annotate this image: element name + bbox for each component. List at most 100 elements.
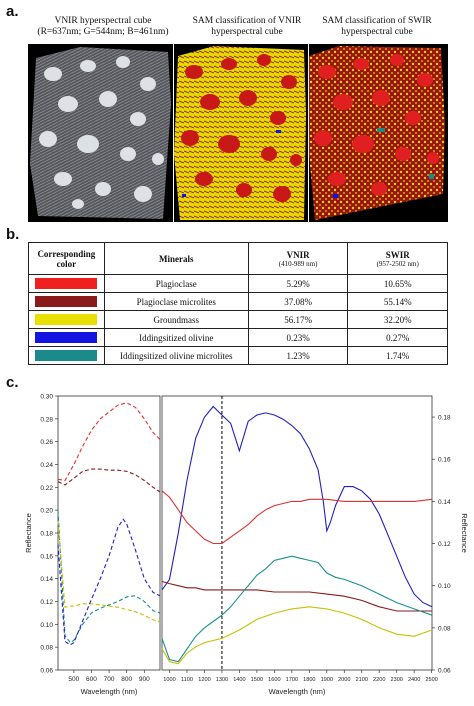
header-vnir-label: VNIR bbox=[286, 249, 310, 260]
swir-cell: 1.74% bbox=[347, 346, 448, 365]
vnir-cube-title-line1: VNIR hyperspectral cube bbox=[54, 16, 152, 26]
spectrum-line bbox=[161, 580, 432, 612]
header-minerals: Minerals bbox=[103, 242, 249, 275]
sam-swir-title-line1: SAM classification of SWIR bbox=[322, 16, 432, 26]
x-tick-label: 1000 bbox=[163, 677, 175, 683]
x-tick-label: 1800 bbox=[303, 677, 315, 683]
spectrum-line bbox=[161, 555, 433, 663]
y-tick-label: 0.14 bbox=[438, 499, 451, 506]
y-tick-label: 0.08 bbox=[40, 645, 53, 652]
y-tick-label: 0.10 bbox=[438, 583, 451, 590]
x-tick-label: 1500 bbox=[251, 677, 263, 683]
x-tick-label: 2500 bbox=[425, 677, 437, 683]
table-row: Plagioclase microlites 37.08% 55.14% bbox=[28, 292, 448, 311]
color-swatch bbox=[35, 350, 98, 362]
color-cell bbox=[28, 310, 105, 329]
y-axis-label: Reflectance bbox=[24, 513, 33, 553]
spectrum-line bbox=[57, 510, 161, 644]
vnir-cell: 56.17% bbox=[247, 310, 349, 329]
sam-vnir-title-line2: hyperspectral cube bbox=[211, 27, 283, 37]
swir-cell: 10.65% bbox=[347, 274, 448, 293]
header-swir: SWIR (957-2502 nm) bbox=[347, 242, 448, 275]
sam-vnir-image bbox=[174, 44, 308, 222]
y-tick-label: 0.18 bbox=[40, 531, 53, 538]
y-tick-label: 0.12 bbox=[438, 541, 451, 548]
header-color: Corresponding color bbox=[28, 242, 105, 275]
y-tick-label: 0.20 bbox=[40, 508, 53, 515]
x-axis-label: Wavelength (nm) bbox=[269, 687, 326, 696]
spectrum-line bbox=[57, 402, 161, 482]
spectrum-line bbox=[161, 405, 433, 608]
panel-c-letter: c. bbox=[6, 374, 19, 391]
table-row: Groundmass 56.17% 32.20% bbox=[28, 310, 448, 329]
vnir-cell: 5.29% bbox=[247, 274, 349, 293]
y-tick-label: 0.28 bbox=[40, 416, 53, 423]
y-tick-label: 0.08 bbox=[438, 625, 451, 632]
x-tick-label: 2400 bbox=[408, 677, 420, 683]
x-tick-label: 2300 bbox=[390, 677, 402, 683]
y-tick-label: 0.06 bbox=[40, 668, 53, 675]
x-tick-label: 500 bbox=[68, 676, 79, 683]
swir-plot-frame bbox=[161, 395, 433, 671]
table-row: Iddingsitized olivine microlites 1.23% 1.7… bbox=[28, 346, 448, 365]
table-row: Plagioclase 5.29% 10.65% bbox=[28, 274, 448, 293]
y-axis-label: Reflectance bbox=[460, 513, 469, 553]
sam-vnir-title-line1: SAM classification of VNIR bbox=[192, 16, 302, 26]
panel-a-letter: a. bbox=[6, 3, 19, 20]
x-tick-label: 1700 bbox=[286, 677, 298, 683]
y-tick-label: 0.10 bbox=[40, 622, 53, 629]
mineral-abundance-table: Corresponding color Minerals VNIR (410-9… bbox=[28, 242, 448, 365]
sam-vnir-title: SAM classification of VNIR hyperspectral… bbox=[176, 16, 318, 38]
swir-cell: 32.20% bbox=[347, 310, 448, 329]
color-cell bbox=[28, 274, 105, 293]
x-tick-label: 1400 bbox=[233, 677, 245, 683]
table-row: Iddingsitized olivine 0.23% 0.27% bbox=[28, 328, 448, 347]
color-swatch bbox=[35, 296, 98, 308]
spectrum-line bbox=[161, 606, 433, 665]
table-header-row: Corresponding color Minerals VNIR (410-9… bbox=[28, 242, 448, 275]
vnir-cube-title-line2: (R=637nm; G=544nm; B=461nm) bbox=[37, 27, 169, 37]
swir-cell: 0.27% bbox=[347, 328, 448, 347]
x-tick-label: 1200 bbox=[198, 677, 210, 683]
x-tick-label: 1900 bbox=[321, 677, 333, 683]
x-tick-label: 1300 bbox=[216, 677, 228, 683]
mineral-cell: Groundmass bbox=[103, 310, 249, 329]
y-tick-label: 0.24 bbox=[40, 462, 53, 469]
header-vnir-range: (410-989 nm) bbox=[278, 259, 318, 268]
color-swatch bbox=[35, 314, 98, 326]
y-tick-label: 0.14 bbox=[40, 576, 53, 583]
x-tick-label: 600 bbox=[86, 676, 97, 683]
y-tick-label: 0.18 bbox=[438, 415, 451, 422]
y-tick-label: 0.22 bbox=[40, 485, 53, 492]
sam-swir-picture bbox=[309, 46, 445, 220]
sam-swir-title: SAM classification of SWIR hyperspectral… bbox=[306, 16, 448, 38]
y-tick-label: 0.26 bbox=[40, 439, 53, 446]
x-tick-label: 2000 bbox=[338, 677, 350, 683]
y-tick-label: 0.16 bbox=[438, 457, 451, 464]
mineral-cell: Plagioclase microlites bbox=[103, 292, 249, 311]
x-tick-label: 800 bbox=[121, 676, 132, 683]
x-tick-label: 2100 bbox=[356, 677, 368, 683]
mineral-cell: Plagioclase bbox=[103, 274, 249, 293]
y-tick-label: 0.16 bbox=[40, 553, 53, 560]
color-swatch bbox=[35, 332, 98, 344]
header-swir-label: SWIR bbox=[385, 249, 410, 260]
panel-b-letter: b. bbox=[6, 226, 20, 243]
color-cell bbox=[28, 292, 105, 311]
reflectance-spectra-chart: 500 600 700 800 900 0.06 0.08 0.10 0.12 0.14 0.16 0… bbox=[24, 394, 469, 697]
vnir-cell: 37.08% bbox=[247, 292, 349, 311]
x-tick-label: 700 bbox=[104, 676, 115, 683]
swir-spectra-plot: 1000 1100 1200 1300 1400 1500 1600 1700 1800 1900… bbox=[161, 396, 469, 696]
x-tick-label: 900 bbox=[139, 676, 150, 683]
vnir-cube-title: VNIR hyperspectral cube (R=637nm; G=544n… bbox=[28, 16, 178, 38]
spectrum-line bbox=[57, 468, 161, 493]
spectrum-line bbox=[57, 518, 161, 646]
spectrum-line bbox=[57, 521, 161, 623]
table-body: Plagioclase 5.29% 10.65% Plagioclase microl… bbox=[28, 274, 448, 365]
x-axis-label: Wavelength (nm) bbox=[81, 687, 138, 696]
sam-vnir-picture bbox=[174, 46, 306, 220]
vnir-spectra-plot: 500 600 700 800 900 0.06 0.08 0.10 0.12 0.14 0.16 0… bbox=[24, 394, 161, 696]
sam-swir-image bbox=[309, 44, 448, 222]
vnir-cube-image bbox=[28, 44, 173, 222]
sam-swir-title-line2: hyperspectral cube bbox=[341, 27, 413, 37]
